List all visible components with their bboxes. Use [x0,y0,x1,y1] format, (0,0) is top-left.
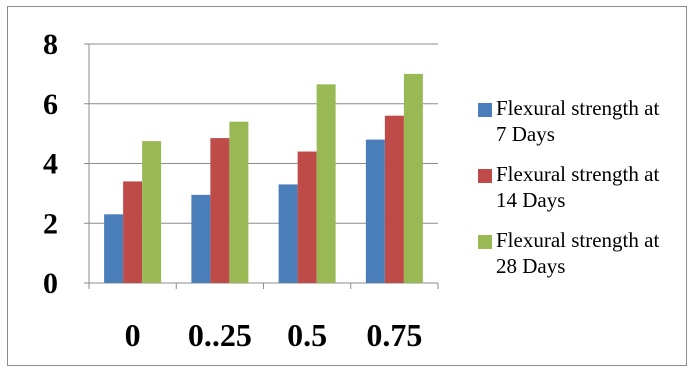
y-tick-label: 6 [43,88,58,121]
legend-item: Flexural strength at 14 Days [478,161,688,213]
bar-7-days [365,139,385,283]
bar-14-days [123,181,143,283]
legend-item: Flexural strength at 28 Days [478,227,688,279]
bar-7-days [104,214,124,283]
legend-item: Flexural strength at 7 Days [478,95,688,147]
legend-label: Flexural strength at 14 Days [496,162,660,212]
x-category-label: 0 [125,317,141,353]
bar-7-days [191,194,211,283]
legend-label: Flexural strength at 28 Days [496,228,660,278]
legend-swatch [478,103,492,117]
y-tick-label: 4 [43,148,58,181]
bars [104,73,423,283]
bar-14-days [384,115,404,283]
x-category-label: 0.75 [366,317,422,353]
bar-14-days [297,151,317,283]
legend-swatch [478,235,492,249]
y-tick-label: 2 [43,207,58,240]
bar-28-days [403,73,423,283]
tick-labels: 0 2 4 6 8 0 0..25 0.5 0.75 [43,28,422,353]
x-category-label: 0.5 [287,317,327,353]
bar-28-days [142,141,162,283]
legend-swatch [478,169,492,183]
bar-7-days [278,184,298,283]
y-tick-label: 0 [43,267,58,300]
chart-frame [7,6,687,366]
legend: Flexural strength at 7 Days Flexural stre… [478,95,688,293]
bar-28-days [229,121,249,283]
bar-14-days [210,138,230,283]
y-tick-label: 8 [43,28,58,61]
legend-label: Flexural strength at 7 Days [496,96,660,146]
x-category-label: 0..25 [188,317,252,353]
bar-28-days [316,84,336,283]
